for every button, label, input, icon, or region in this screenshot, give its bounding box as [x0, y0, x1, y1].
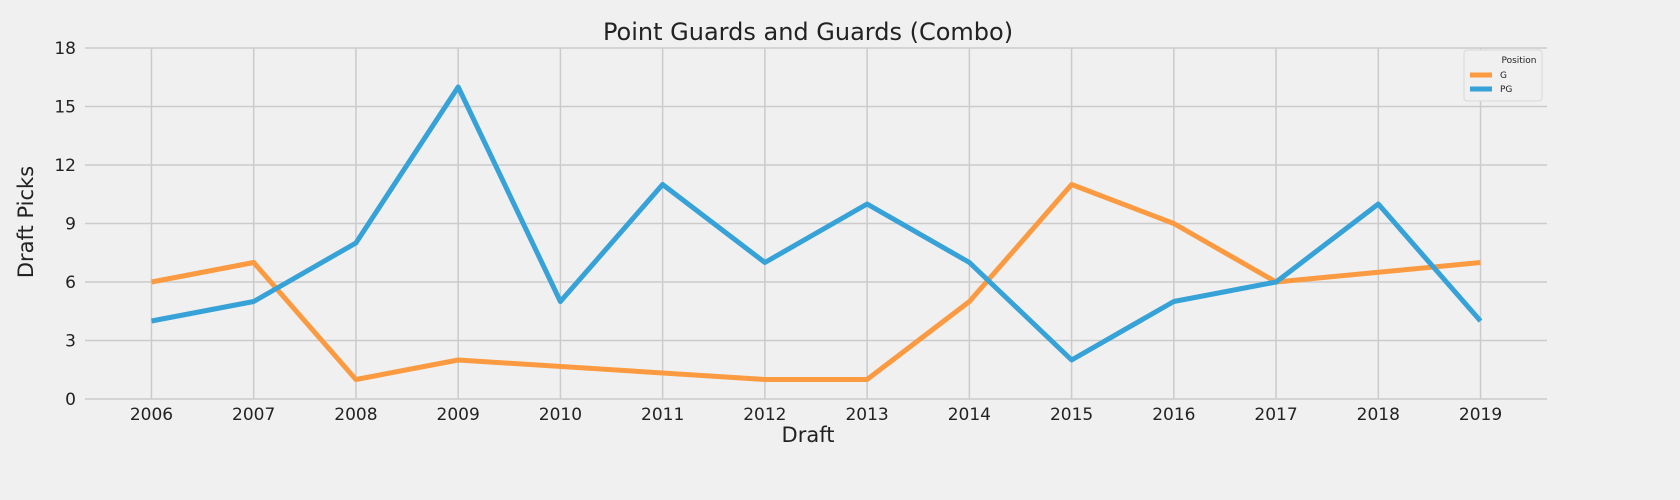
x-tick-label: 2018 [1357, 405, 1400, 425]
chart-title: Point Guards and Guards (Combo) [603, 18, 1013, 46]
x-tick-label: 2013 [845, 405, 888, 425]
y-tick-label: 6 [65, 273, 76, 293]
y-tick-label: 18 [54, 39, 76, 59]
series-line-pg [151, 84, 1483, 363]
x-tick-label: 2016 [1152, 405, 1195, 425]
x-axis-label: Draft [782, 423, 835, 447]
grid-lines [85, 47, 1547, 400]
series-line-g [151, 182, 1481, 382]
x-tick-label: 2019 [1459, 405, 1502, 425]
y-tick-label: 15 [54, 98, 76, 118]
y-axis-label: Draft Picks [14, 166, 38, 278]
x-tick-label: 2017 [1254, 405, 1297, 425]
y-tick-label: 0 [65, 390, 76, 410]
x-tick-label: 2012 [743, 405, 786, 425]
y-tick-label: 3 [65, 332, 76, 352]
x-tick-label: 2006 [130, 405, 173, 425]
series-lines [151, 84, 1483, 382]
y-tick-label: 12 [54, 156, 76, 176]
legend: Position G PG [1463, 49, 1543, 102]
y-tick-label: 9 [65, 215, 76, 235]
x-tick-label: 2015 [1050, 405, 1093, 425]
x-tick-label: 2007 [232, 405, 275, 425]
x-tick-label: 2011 [641, 405, 684, 425]
tick-labels: 0 3 6 9 12 15 18 2006 2007 2008 2009 2010 2011 2012 20… [54, 39, 1502, 425]
legend-label-pg: PG [1500, 85, 1512, 95]
x-tick-label: 2008 [334, 405, 377, 425]
legend-title: Position [1501, 56, 1536, 66]
x-tick-label: 2014 [948, 405, 991, 425]
legend-label-g: G [1500, 71, 1507, 81]
x-tick-label: 2010 [539, 405, 582, 425]
x-tick-label: 2009 [437, 405, 480, 425]
